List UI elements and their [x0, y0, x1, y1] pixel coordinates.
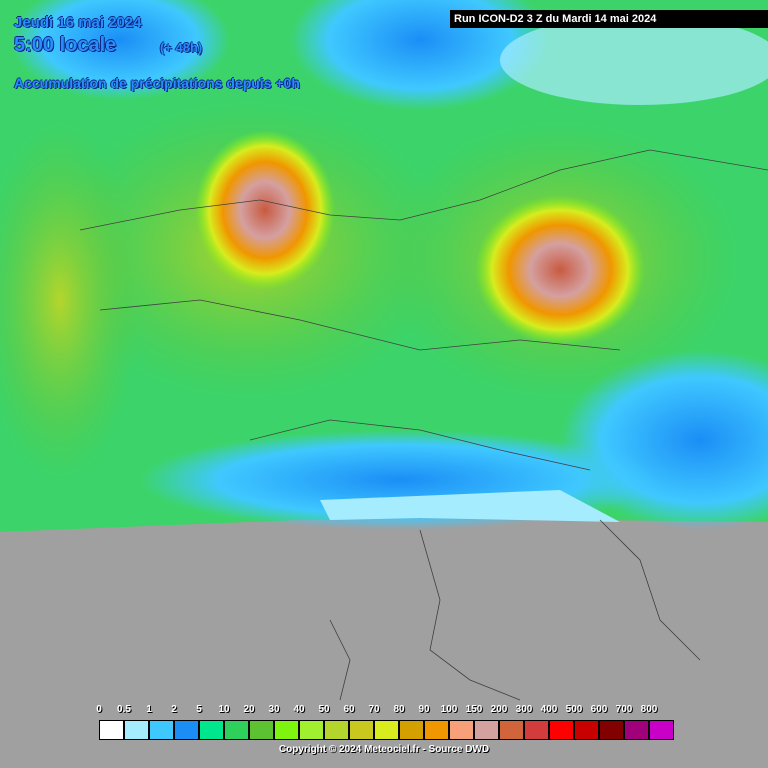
border — [599, 519, 701, 661]
legend-swatch — [149, 720, 174, 740]
legend-label: 30 — [268, 704, 280, 715]
legend-swatch — [99, 720, 124, 740]
legend-swatch — [524, 720, 549, 740]
legend-swatch — [299, 720, 324, 740]
legend-label: 200 — [490, 704, 508, 715]
coast — [249, 419, 591, 471]
heavy-precip — [475, 195, 645, 345]
legend-label: 10 — [218, 704, 230, 715]
border — [79, 149, 768, 231]
run-banner: Run ICON-D2 3 Z du Mardi 14 mai 2024 — [450, 10, 768, 28]
legend-swatch — [374, 720, 399, 740]
low-precip — [500, 15, 768, 105]
border — [99, 299, 621, 351]
legend-label: 700 — [615, 704, 633, 715]
legend-swatch — [224, 720, 249, 740]
legend-swatch — [499, 720, 524, 740]
legend-label: 300 — [515, 704, 533, 715]
legend-swatch — [349, 720, 374, 740]
legend-label: 70 — [368, 704, 380, 715]
legend-label: 80 — [393, 704, 405, 715]
legend-swatch — [474, 720, 499, 740]
legend-label: 50 — [318, 704, 330, 715]
legend-swatch — [399, 720, 424, 740]
product-title: Accumulation de précipitations depuis +0… — [14, 75, 300, 91]
legend-label: 60 — [343, 704, 355, 715]
coast — [329, 619, 351, 701]
valid-date: Jeudi 16 mai 2024 — [14, 14, 142, 31]
legend-swatch — [624, 720, 649, 740]
legend-swatch — [574, 720, 599, 740]
low-precip — [320, 490, 620, 522]
legend-label: 40 — [293, 704, 305, 715]
legend-label: 2 — [171, 704, 177, 715]
legend-label: 0.5 — [117, 704, 131, 715]
legend-swatch — [174, 720, 199, 740]
legend-swatch — [274, 720, 299, 740]
legend-label: 90 — [418, 704, 430, 715]
borders — [79, 149, 768, 701]
low-precip — [10, 0, 230, 100]
valid-time: 5:00 locale — [14, 34, 117, 56]
lead-time: (+ 48h) — [160, 40, 203, 55]
copyright: Copyright © 2024 Meteociel.fr - Source D… — [278, 744, 490, 755]
legend-swatch — [649, 720, 674, 740]
legend-swatch — [199, 720, 224, 740]
legend-label: 1 — [146, 704, 152, 715]
legend-label: 0 — [96, 704, 102, 715]
legend-swatch — [549, 720, 574, 740]
legend-label: 400 — [540, 704, 558, 715]
legend-label: 600 — [590, 704, 608, 715]
legend-label: 20 — [243, 704, 255, 715]
legend-label: 500 — [565, 704, 583, 715]
legend-swatch — [124, 720, 149, 740]
legend-label: 800 — [640, 704, 658, 715]
moderate-precip — [0, 120, 140, 480]
legend-swatch — [424, 720, 449, 740]
legend-swatch — [599, 720, 624, 740]
legend-swatch — [249, 720, 274, 740]
heavy-precip — [195, 130, 335, 290]
coast — [419, 529, 521, 701]
legend-label: 100 — [440, 704, 458, 715]
legend-swatch — [324, 720, 349, 740]
legend-swatch — [449, 720, 474, 740]
legend-label: 150 — [465, 704, 483, 715]
legend-label: 5 — [196, 704, 202, 715]
